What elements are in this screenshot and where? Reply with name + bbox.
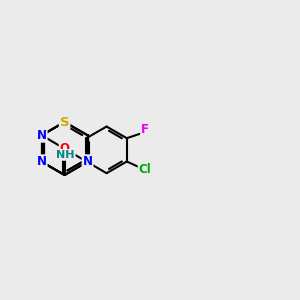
Text: F: F xyxy=(141,123,149,136)
Text: Cl: Cl xyxy=(139,164,152,176)
Text: O: O xyxy=(60,142,70,155)
Text: N: N xyxy=(37,155,47,168)
Text: NH: NH xyxy=(56,150,75,160)
Text: S: S xyxy=(60,116,69,128)
Text: N: N xyxy=(82,155,93,168)
Text: N: N xyxy=(37,129,47,142)
